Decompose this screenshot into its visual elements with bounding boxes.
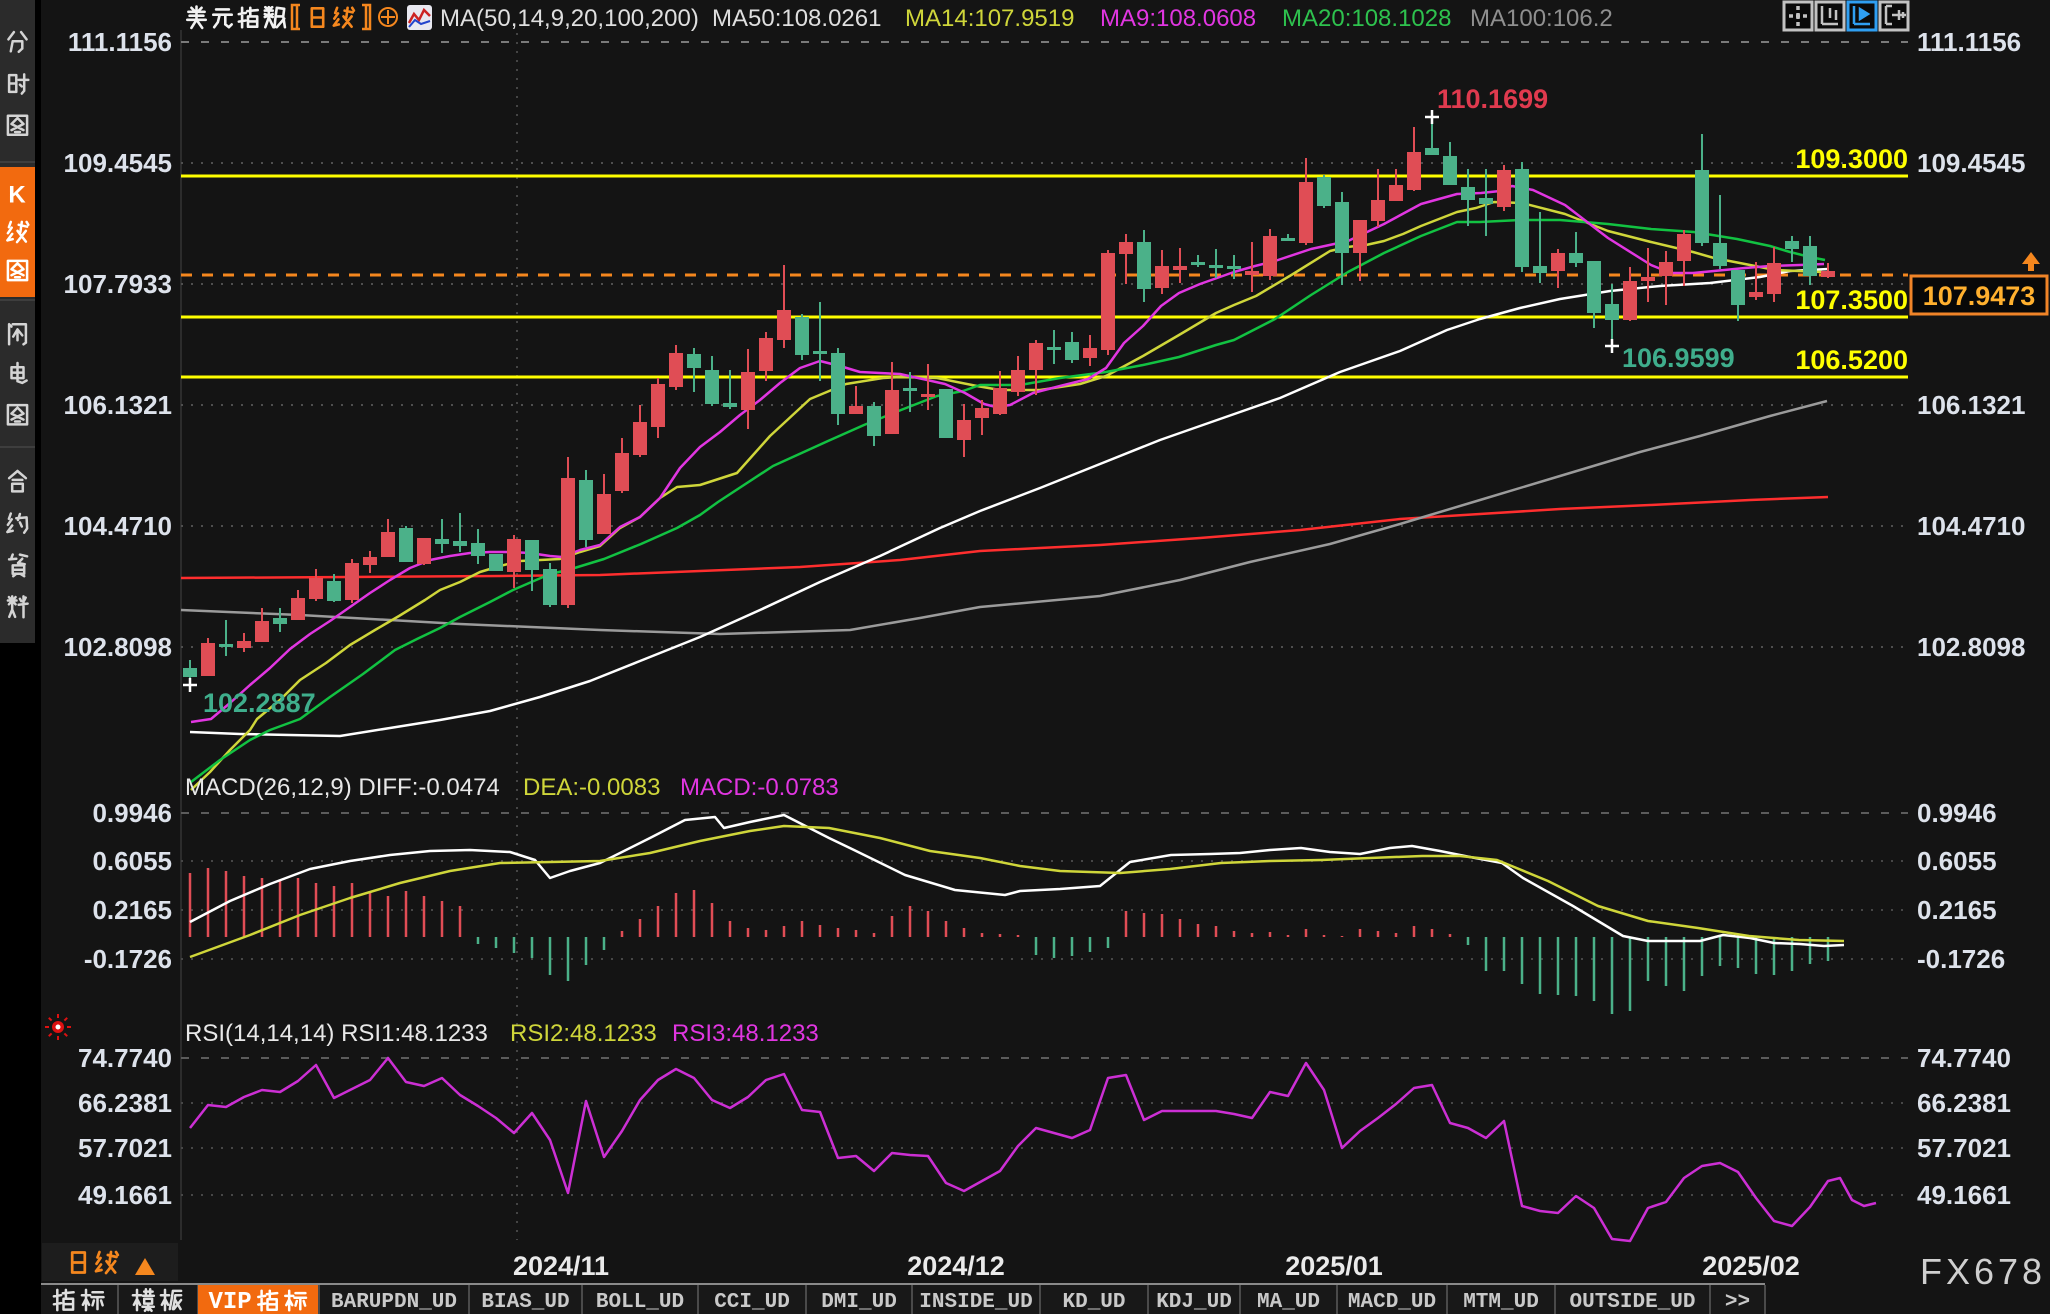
svg-text:MA20:108.1028: MA20:108.1028	[1282, 5, 1451, 32]
svg-text:BARUPDN_UD: BARUPDN_UD	[331, 1291, 457, 1314]
svg-text:49.1661: 49.1661	[78, 1180, 172, 1210]
svg-text:RSI2:48.1233: RSI2:48.1233	[510, 1020, 657, 1047]
svg-text:OUTSIDE_UD: OUTSIDE_UD	[1569, 1291, 1695, 1314]
svg-text:MACD:-0.0783: MACD:-0.0783	[680, 774, 839, 801]
svg-text:-0.1726: -0.1726	[1917, 944, 2005, 974]
svg-text:BIAS_UD: BIAS_UD	[481, 1291, 569, 1314]
svg-text:106.1321: 106.1321	[1917, 390, 2025, 420]
svg-text:MA_UD: MA_UD	[1257, 1291, 1320, 1314]
svg-text:MA50:108.0261: MA50:108.0261	[712, 5, 881, 32]
svg-text:111.1156: 111.1156	[1917, 27, 2021, 57]
svg-text:FX678: FX678	[1920, 1251, 2046, 1292]
svg-text:2025/01: 2025/01	[1285, 1251, 1383, 1281]
svg-text:109.3000: 109.3000	[1795, 144, 1908, 174]
svg-text:BOLL_UD: BOLL_UD	[596, 1291, 684, 1314]
svg-text:>>: >>	[1725, 1291, 1750, 1314]
svg-text:MA(50,14,9,20,100,200): MA(50,14,9,20,100,200)	[440, 5, 699, 32]
svg-text:110.1699: 110.1699	[1437, 84, 1548, 114]
svg-text:INSIDE_UD: INSIDE_UD	[919, 1291, 1032, 1314]
svg-text:74.7740: 74.7740	[78, 1043, 172, 1073]
svg-text:0.2165: 0.2165	[92, 895, 172, 925]
svg-text:0.6055: 0.6055	[92, 846, 172, 876]
svg-text:2024/12: 2024/12	[907, 1251, 1005, 1281]
svg-text:0.6055: 0.6055	[1917, 846, 1997, 876]
svg-text:109.4545: 109.4545	[64, 148, 172, 178]
svg-text:0.9946: 0.9946	[1917, 798, 1997, 828]
svg-text:102.8098: 102.8098	[64, 632, 172, 662]
svg-text:2024/11: 2024/11	[513, 1251, 609, 1281]
svg-text:KD_UD: KD_UD	[1062, 1291, 1125, 1314]
svg-text:MA14:107.9519: MA14:107.9519	[905, 5, 1074, 32]
svg-text:107.7933: 107.7933	[64, 269, 172, 299]
svg-text:0.9946: 0.9946	[92, 798, 172, 828]
svg-text:MTM_UD: MTM_UD	[1463, 1291, 1539, 1314]
svg-text:66.2381: 66.2381	[78, 1088, 172, 1118]
svg-text:RSI3:48.1233: RSI3:48.1233	[672, 1020, 819, 1047]
svg-text:K: K	[8, 182, 26, 209]
svg-text:107.3500: 107.3500	[1795, 285, 1908, 315]
svg-text:106.5200: 106.5200	[1795, 345, 1908, 375]
svg-text:MACD_UD: MACD_UD	[1348, 1291, 1436, 1314]
svg-text:104.4710: 104.4710	[1917, 511, 2025, 541]
svg-text:DEA:-0.0083: DEA:-0.0083	[523, 774, 660, 801]
svg-text:102.8098: 102.8098	[1917, 632, 2025, 662]
svg-text:RSI(14,14,14) RSI1:48.1233: RSI(14,14,14) RSI1:48.1233	[185, 1020, 488, 1047]
svg-text:66.2381: 66.2381	[1917, 1088, 2011, 1118]
svg-text:KDJ_UD: KDJ_UD	[1156, 1291, 1232, 1314]
svg-text:MACD(26,12,9) DIFF:-0.0474: MACD(26,12,9) DIFF:-0.0474	[185, 774, 500, 801]
svg-text:104.4710: 104.4710	[64, 511, 172, 541]
svg-text:0.2165: 0.2165	[1917, 895, 1997, 925]
svg-text:111.1156: 111.1156	[68, 27, 172, 57]
svg-text:102.2887: 102.2887	[203, 688, 316, 718]
svg-text:109.4545: 109.4545	[1917, 148, 2025, 178]
svg-text:74.7740: 74.7740	[1917, 1043, 2011, 1073]
svg-text:-0.1726: -0.1726	[84, 944, 172, 974]
svg-text:57.7021: 57.7021	[1917, 1133, 2011, 1163]
svg-text:49.1661: 49.1661	[1917, 1180, 2011, 1210]
svg-text:106.9599: 106.9599	[1622, 343, 1735, 373]
svg-text:106.1321: 106.1321	[64, 390, 172, 420]
svg-text:CCI_UD: CCI_UD	[714, 1291, 790, 1314]
svg-text:MA9:108.0608: MA9:108.0608	[1100, 5, 1256, 32]
svg-text:VIP: VIP	[209, 1289, 252, 1314]
svg-text:MA100:106.2: MA100:106.2	[1470, 5, 1613, 32]
svg-text:DMI_UD: DMI_UD	[821, 1291, 897, 1314]
svg-text:57.7021: 57.7021	[78, 1133, 172, 1163]
svg-text:2025/02: 2025/02	[1702, 1251, 1800, 1281]
svg-text:107.9473: 107.9473	[1923, 281, 2036, 311]
